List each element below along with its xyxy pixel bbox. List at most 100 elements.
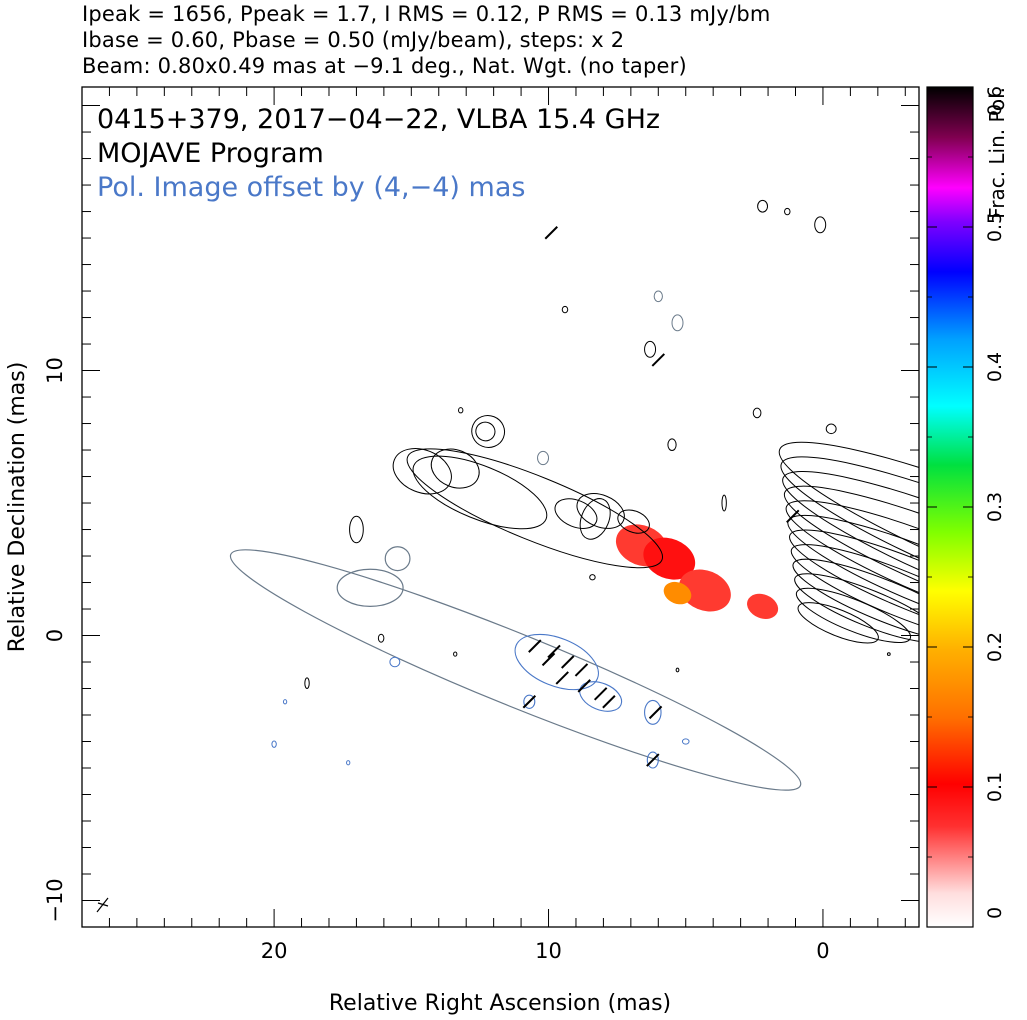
noise-contour <box>675 667 680 673</box>
stokes-i-contour <box>794 573 919 643</box>
noise-contour <box>814 216 827 234</box>
evpa-stick <box>574 663 589 677</box>
evpa-stick <box>593 687 608 701</box>
pol-intensity-contour <box>523 694 536 709</box>
x-tick-label: 10 <box>535 939 562 963</box>
colorbar-tick-label: 0.5 <box>984 212 1006 242</box>
colorbar-tick-label: 0 <box>984 907 1006 919</box>
stokes-i-contour <box>579 498 611 540</box>
pol-fraction-region <box>663 581 692 605</box>
evpa-stick <box>555 671 569 685</box>
noise-contour <box>589 574 596 581</box>
evpa-stick <box>528 639 542 653</box>
plot-subtitle: MOJAVE Program <box>97 138 324 169</box>
colorbar-tick-label: 0.4 <box>984 352 1006 382</box>
evpa-stick <box>646 753 660 767</box>
y-tick-label: 0 <box>43 629 67 642</box>
evpa-stick <box>561 655 575 669</box>
beam-marker <box>96 897 109 913</box>
x-tick-label: 20 <box>261 939 288 963</box>
pol-intensity-contour <box>336 568 404 607</box>
pol-noise-contour <box>346 760 351 766</box>
evpa-stick <box>651 353 666 367</box>
pol-noise-contour <box>681 738 690 745</box>
evpa-stick <box>648 705 663 720</box>
stokes-i-contour <box>617 509 650 534</box>
evpa-stick <box>786 509 800 523</box>
pol-noise-contour <box>653 290 663 303</box>
noise-contour <box>757 199 769 213</box>
stokes-i-contour <box>789 529 919 642</box>
stokes-i-contour <box>475 421 496 442</box>
noise-contour <box>561 305 569 314</box>
pol-intensity-contour <box>514 633 599 691</box>
stokes-i-contour <box>392 448 452 495</box>
stokes-i-contour <box>554 498 598 529</box>
stokes-i-contour <box>778 441 919 641</box>
stokes-i-contour <box>782 471 919 641</box>
stokes-i-contour <box>471 414 506 448</box>
pol-fraction-region <box>643 537 696 580</box>
pol-fraction-region <box>747 593 779 619</box>
x-axis-label: Relative Right Ascension (mas) <box>329 991 671 1016</box>
header-line-stats: Ipeak = 1656, Ppeak = 1.7, I RMS = 0.12,… <box>82 2 771 26</box>
stokes-i-contour <box>576 493 625 529</box>
evpa-stick <box>602 695 616 709</box>
y-tick-label: −10 <box>43 878 67 922</box>
pol-intensity-contour <box>579 681 623 712</box>
pol-fraction-region <box>679 569 731 612</box>
pol-intensity-contour <box>384 546 411 572</box>
noise-contour <box>304 677 310 690</box>
noise-contour <box>644 340 657 358</box>
y-axis-label: Relative Declination (mas) <box>5 362 30 653</box>
header-line-beam: Beam: 0.80x0.49 mas at −9.1 deg., Nat. W… <box>82 54 687 78</box>
stokes-i-contour <box>406 448 664 569</box>
contour-layer <box>229 199 919 791</box>
stokes-i-contour <box>785 500 919 642</box>
evpa-stick <box>547 644 561 659</box>
colorbar-tick-label: 0.2 <box>984 632 1006 662</box>
noise-contour <box>458 407 464 414</box>
noise-contour <box>784 207 791 216</box>
pol-intensity-contour <box>644 699 662 725</box>
colorbar-ticks: 0 0.1 0.2 0.3 0.4 0.5 0.6 <box>927 86 1006 928</box>
noise-contour <box>721 494 727 512</box>
plot-frame <box>81 86 920 928</box>
colorbar-label: Frac. Lin. Pol. <box>985 87 1009 219</box>
evpa-stick <box>544 226 558 240</box>
evpa-stick <box>577 679 591 693</box>
noise-contour <box>377 633 385 643</box>
axis-ticks: 20 10 0 10 0 −10 <box>43 87 919 963</box>
pol-noise-contour <box>537 450 550 466</box>
stokes-i-contour <box>783 485 919 642</box>
header-line-base: Ibase = 0.60, Pbase = 0.50 (mJy/beam), s… <box>82 28 625 52</box>
pol-intensity-contour <box>646 751 659 769</box>
pol-noise-contour <box>671 314 684 332</box>
stokes-i-contour <box>795 587 912 644</box>
x-tick-label: 0 <box>816 939 829 963</box>
stokes-i-contour <box>780 456 919 641</box>
stokes-i-contour <box>792 558 919 643</box>
plot-title: 0415+379, 2017−04−22, VLBA 15.4 GHz <box>97 104 660 135</box>
noise-contour <box>886 652 891 656</box>
pol-offset-note: Pol. Image offset by (4,−4) mas <box>97 172 525 203</box>
pol-noise-contour <box>282 699 288 705</box>
noise-contour <box>752 407 762 419</box>
stokes-i-contour <box>790 544 919 643</box>
stokes-i-contour <box>430 448 480 489</box>
noise-contour <box>453 651 458 657</box>
stokes-i-contour <box>412 455 548 530</box>
noise-contour <box>667 438 677 452</box>
stokes-i-contour <box>797 602 879 644</box>
evpa-stick <box>541 652 556 667</box>
noise-contour <box>349 515 364 544</box>
pol-intensity-contour <box>229 549 802 791</box>
pol-noise-contour <box>271 740 277 748</box>
pol-noise-contour <box>389 656 401 668</box>
evpa-stick <box>522 695 537 709</box>
colorbar-tick-label: 0.1 <box>984 772 1006 802</box>
y-tick-label: 10 <box>43 357 67 384</box>
noise-contour <box>825 423 837 435</box>
colorbar-tick-label: 0.3 <box>984 492 1006 522</box>
